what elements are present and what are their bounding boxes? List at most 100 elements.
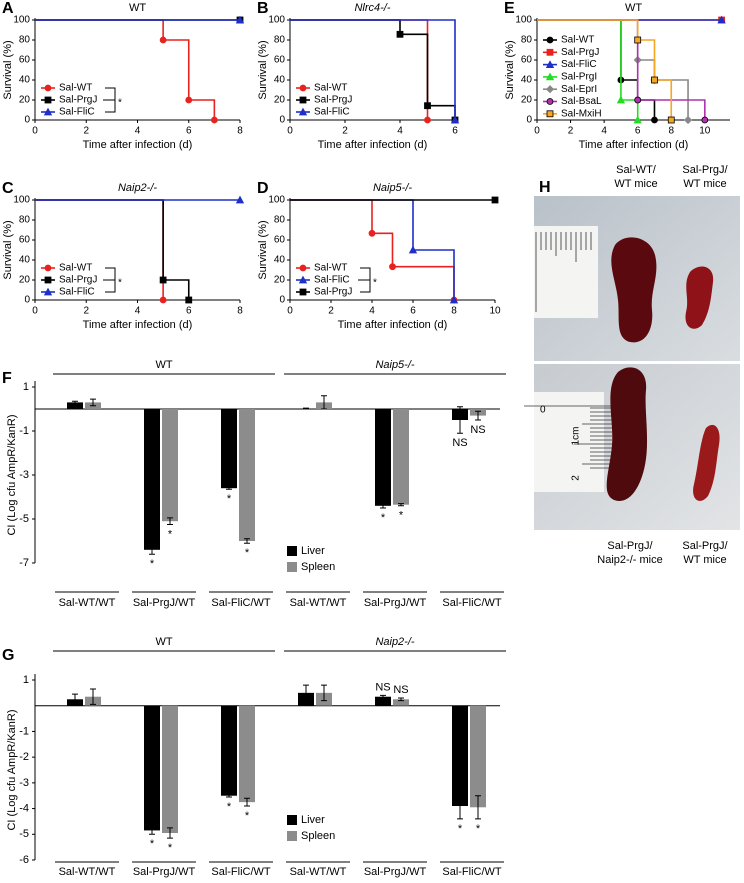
marker: [43, 287, 53, 296]
ruler-label: 2: [571, 475, 582, 481]
marker: [235, 195, 245, 204]
error-bar: [149, 544, 155, 555]
chart-title: WT: [129, 2, 146, 14]
marker: [717, 15, 726, 24]
group-label: Naip5-/-: [375, 359, 414, 371]
photo-label: Sal-WT/: [616, 164, 657, 176]
marker: [651, 76, 658, 84]
marker: [44, 96, 52, 104]
x-axis-label: Time after infection (d): [579, 139, 689, 151]
x-tick-label: Sal-FliC/WT: [211, 597, 271, 609]
y-tick-label: 20: [274, 275, 286, 286]
photo-label: WT mice: [683, 554, 726, 566]
y-tick-label: 20: [274, 95, 286, 106]
significance: *: [227, 493, 232, 505]
y-tick-label: 60: [19, 235, 31, 246]
legend-label: Sal-WT: [561, 35, 594, 46]
significance: NS: [375, 681, 390, 693]
legend-label: Sal-PrgI: [561, 72, 597, 83]
marker: [546, 110, 554, 118]
error-bar: [226, 793, 232, 798]
x-tick-label: 8: [237, 306, 243, 317]
x-tick-label: 2: [342, 126, 348, 137]
marker: [299, 264, 307, 272]
x-tick-label: 4: [135, 306, 141, 317]
y-tick-label: -1: [19, 725, 29, 737]
x-tick-label: 6: [186, 306, 192, 317]
y-tick-label: 0: [24, 295, 30, 306]
spleen: [606, 367, 648, 501]
y-tick-label: 0: [279, 295, 285, 306]
legend-label: Sal-MxiH: [561, 108, 602, 119]
x-tick-label: 2: [83, 306, 89, 317]
marker: [368, 229, 376, 237]
y-tick-label: 100: [268, 15, 285, 26]
legend-label: Sal-PrgJ: [59, 275, 97, 286]
photo-label: WT mice: [683, 178, 726, 190]
error-bar: [226, 486, 232, 490]
panel-letter: H: [539, 179, 551, 196]
x-tick-label: 8: [451, 306, 457, 317]
y-axis-label: Survival (%): [504, 40, 516, 99]
x-tick-label: 10: [699, 126, 711, 137]
survival-line: [537, 19, 689, 120]
y-tick-label: 100: [13, 195, 30, 206]
legend-label: Sal-PrgJ: [561, 47, 599, 58]
y-tick-label: 80: [274, 35, 286, 46]
bar: [144, 409, 160, 550]
marker: [210, 116, 218, 124]
bar: [67, 402, 83, 409]
x-tick-label: Sal-WT/WT: [59, 597, 116, 609]
photo-label: Sal-PrgJ/: [682, 164, 728, 176]
y-tick-label: 0: [279, 115, 285, 126]
bar: [393, 699, 409, 706]
error-bar: [380, 694, 386, 699]
y-tick-label: 40: [19, 75, 31, 86]
y-tick-label: 0: [526, 115, 532, 126]
legend-label: Sal-FliC: [314, 107, 350, 118]
y-axis-label: CI (Log cfu AmpR/KanR): [6, 709, 18, 830]
x-tick-label: Sal-PrgJ/WT: [364, 597, 427, 609]
y-tick-label: -3: [19, 777, 29, 789]
bar: [239, 409, 255, 541]
chart-title: WT: [625, 2, 642, 14]
x-tick-label: 6: [186, 126, 192, 137]
bar: [221, 705, 237, 796]
y-tick-label: -5: [19, 513, 29, 525]
panel-letter: E: [504, 0, 515, 17]
error-bar: [303, 684, 309, 702]
error-bar: [321, 684, 327, 702]
error-bar: [380, 503, 386, 509]
marker: [701, 116, 709, 124]
marker: [159, 36, 167, 44]
error-bar: [149, 826, 155, 835]
ruler-label: 1cm: [571, 427, 582, 446]
chart-title: Naip5-/-: [373, 182, 412, 194]
error-bar: [90, 688, 96, 705]
bracket: [103, 87, 116, 113]
marker: [491, 196, 499, 204]
legend-label: Sal-FliC: [561, 59, 597, 70]
panel-letter: G: [2, 647, 14, 664]
legend-label: Spleen: [301, 561, 335, 573]
marker: [449, 295, 459, 304]
error-bar: [475, 410, 481, 421]
marker: [159, 296, 167, 304]
significance: *: [118, 278, 122, 289]
marker: [651, 116, 658, 124]
survival-line: [35, 199, 164, 300]
y-tick-label: 80: [19, 215, 31, 226]
marker: [44, 84, 52, 92]
significance: *: [245, 547, 250, 559]
marker: [299, 96, 307, 104]
significance: NS: [393, 684, 408, 696]
x-tick-label: 0: [534, 126, 540, 137]
y-tick-label: 60: [274, 55, 286, 66]
y-tick-label: 80: [19, 35, 31, 46]
y-tick-label: -7: [19, 557, 29, 569]
x-tick-label: Sal-PrgJ/WT: [133, 866, 196, 878]
error-bar: [475, 795, 481, 820]
y-axis-label: CI (Log cfu AmpR/KanR): [6, 414, 18, 535]
legend-label: Spleen: [301, 830, 335, 842]
x-axis-label: Time after infection (d): [83, 139, 193, 151]
